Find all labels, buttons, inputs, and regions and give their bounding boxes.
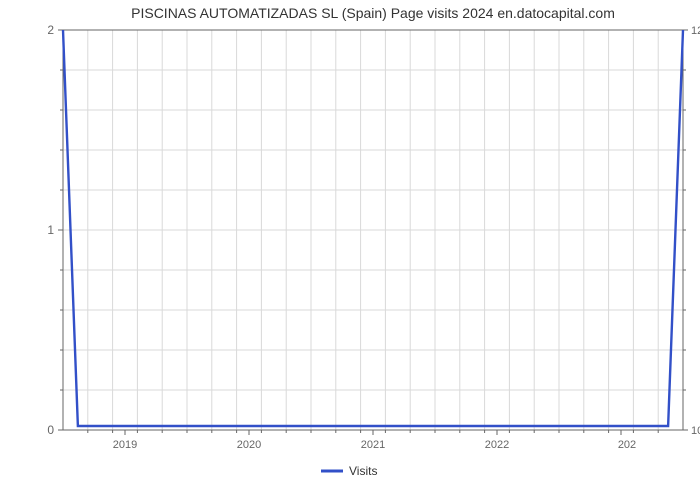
x-tick-label: 2021 — [361, 439, 385, 451]
y-left-tick-label: 2 — [47, 23, 54, 37]
series-visits — [63, 30, 683, 426]
x-axis-ticks: 2019 2020 2021 2022 202 — [88, 430, 658, 451]
x-tick-label: 2020 — [237, 439, 261, 451]
legend: Visits — [321, 464, 377, 478]
y-left-tick-label: 0 — [47, 423, 54, 437]
x-tick-label: 2019 — [113, 439, 137, 451]
x-tick-label: 202 — [618, 439, 636, 451]
x-tick-label: 2022 — [485, 439, 509, 451]
chart-title: PISCINAS AUTOMATIZADAS SL (Spain) Page v… — [131, 5, 615, 21]
visits-line-chart: PISCINAS AUTOMATIZADAS SL (Spain) Page v… — [0, 0, 700, 500]
y-right-tick-label: 12 — [691, 25, 700, 37]
grid — [63, 30, 683, 430]
y-axis-right-ticks: 10 12 — [683, 25, 700, 437]
y-right-tick-label: 10 — [691, 425, 700, 437]
y-left-tick-label: 1 — [47, 223, 54, 237]
legend-label: Visits — [349, 464, 377, 478]
y-axis-left-ticks: 0 1 2 — [47, 23, 63, 437]
data-series — [63, 30, 683, 426]
